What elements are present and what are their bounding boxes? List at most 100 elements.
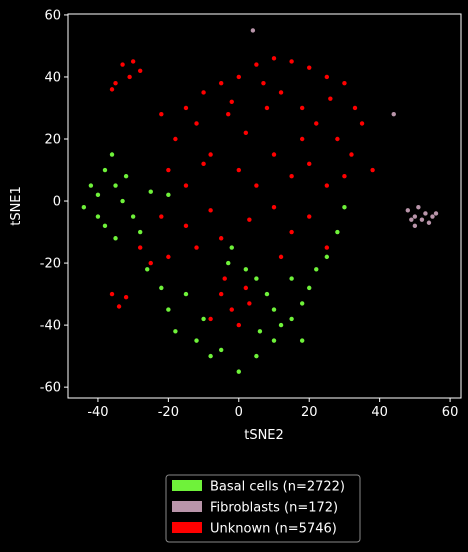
- point: [201, 316, 206, 322]
- y-tick-label: -60: [40, 381, 61, 396]
- point: [109, 152, 115, 157]
- point: [412, 214, 418, 219]
- point: [243, 130, 249, 135]
- legend-swatch: [172, 501, 202, 512]
- point: [120, 198, 125, 204]
- point: [159, 214, 164, 219]
- point: [433, 211, 439, 216]
- point: [208, 152, 213, 157]
- point: [289, 276, 294, 281]
- point: [201, 161, 206, 167]
- legend-label: Unknown (n=5746): [210, 522, 337, 537]
- point: [299, 136, 305, 142]
- point: [247, 217, 252, 222]
- point: [299, 301, 305, 306]
- legend-swatch: [172, 480, 202, 491]
- y-tick-label: 0: [53, 195, 61, 210]
- point: [148, 189, 153, 194]
- point: [261, 80, 266, 86]
- point: [130, 214, 136, 219]
- x-tick-label: -20: [158, 405, 179, 420]
- point: [208, 316, 213, 322]
- point: [109, 87, 115, 92]
- y-tick-label: 40: [44, 70, 61, 85]
- point: [130, 59, 136, 64]
- point: [250, 28, 256, 33]
- point: [342, 80, 347, 86]
- plot-frame: [67, 13, 462, 399]
- point: [183, 105, 189, 111]
- y-tick-label: -20: [40, 257, 61, 272]
- point: [264, 105, 270, 111]
- point: [166, 167, 171, 173]
- point: [247, 301, 252, 306]
- point: [173, 136, 178, 142]
- point: [229, 307, 234, 312]
- legend-label: Basal cells (n=2722): [210, 480, 345, 495]
- point: [148, 260, 153, 266]
- point: [314, 121, 319, 126]
- x-tick-label: 0: [235, 405, 243, 420]
- point: [226, 111, 231, 117]
- point: [159, 285, 164, 291]
- point: [109, 291, 115, 297]
- legend-label: Fibroblasts (n=172): [210, 501, 338, 516]
- point: [324, 245, 330, 250]
- point: [271, 307, 277, 312]
- point: [264, 291, 270, 297]
- legend: [165, 474, 361, 543]
- point: [116, 304, 122, 309]
- x-tick-label: 60: [442, 405, 459, 420]
- point: [194, 121, 199, 126]
- point: [352, 105, 358, 111]
- point: [419, 217, 425, 222]
- point: [218, 236, 224, 241]
- point: [226, 260, 231, 266]
- point: [349, 152, 354, 157]
- point: [218, 347, 224, 353]
- point: [236, 369, 241, 374]
- point: [208, 208, 213, 213]
- point: [183, 291, 189, 297]
- point: [113, 236, 118, 241]
- point: [243, 267, 249, 272]
- x-tick-label: 40: [371, 405, 388, 420]
- point: [271, 205, 277, 210]
- point: [271, 338, 277, 343]
- point: [183, 183, 189, 188]
- point: [299, 338, 305, 343]
- point: [254, 276, 259, 281]
- point: [289, 59, 294, 64]
- point: [324, 74, 330, 80]
- point: [137, 245, 143, 250]
- x-tick-label: 20: [301, 405, 318, 420]
- point: [254, 62, 259, 67]
- point: [307, 285, 312, 291]
- legend-swatch: [172, 522, 202, 533]
- point: [342, 174, 347, 179]
- point: [137, 229, 143, 235]
- point: [229, 99, 234, 104]
- point: [95, 192, 101, 198]
- point: [145, 267, 150, 272]
- point: [307, 65, 312, 70]
- point: [236, 74, 241, 80]
- point: [335, 229, 340, 235]
- point: [218, 80, 224, 86]
- point: [120, 62, 125, 67]
- point: [113, 80, 118, 86]
- point: [423, 211, 428, 216]
- point: [391, 111, 396, 117]
- point: [218, 291, 224, 297]
- point: [222, 276, 227, 281]
- point: [416, 205, 421, 210]
- point: [307, 214, 312, 219]
- point: [289, 229, 294, 235]
- point: [278, 322, 284, 328]
- point: [166, 192, 171, 198]
- point: [102, 167, 108, 173]
- point: [194, 338, 199, 343]
- point: [166, 307, 171, 312]
- point: [236, 322, 241, 328]
